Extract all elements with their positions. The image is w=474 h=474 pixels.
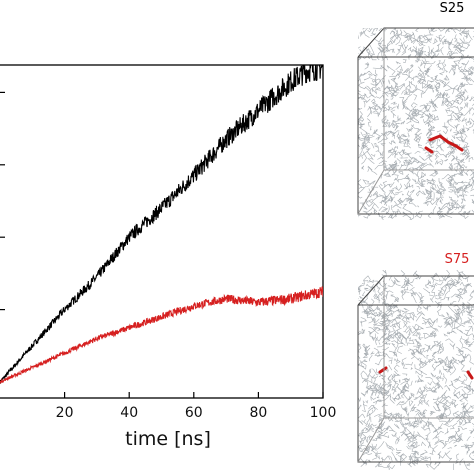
x-axis-title: time [ns] [125,428,211,450]
series-line-1 [0,65,323,384]
x-tick-label-60: 60 [185,405,203,421]
highlighted-molecule [428,134,464,152]
snapshot-panel-s75: S75 [357,252,474,470]
plot-frame [0,64,324,399]
simulation-box-outline-s25 [357,27,474,215]
x-tick-label-20: 20 [56,405,74,421]
x-axis: 20 40 60 80 100 [56,392,337,421]
plot-area: 20 40 60 80 100 time [ns] [0,64,337,450]
snapshot-label-s75: S75 [445,252,470,267]
y-axis [0,91,5,311]
x-tick-label-80: 80 [249,405,267,421]
x-tick-label-40: 40 [120,405,138,421]
snapshot-label-s25: S25 [440,1,465,16]
snapshot-panel-s25: S25 [357,1,474,220]
highlighted-molecule [424,146,434,154]
highlighted-molecule [378,366,388,374]
x-tick-label-100: 100 [310,405,337,421]
highlighted-molecule [466,370,474,380]
molecular-snapshot-s25 [358,28,474,220]
series-line-2 [0,286,323,384]
simulation-box-outline-s75 [357,275,474,463]
series-layer [0,65,323,384]
molecule-network [358,28,474,220]
